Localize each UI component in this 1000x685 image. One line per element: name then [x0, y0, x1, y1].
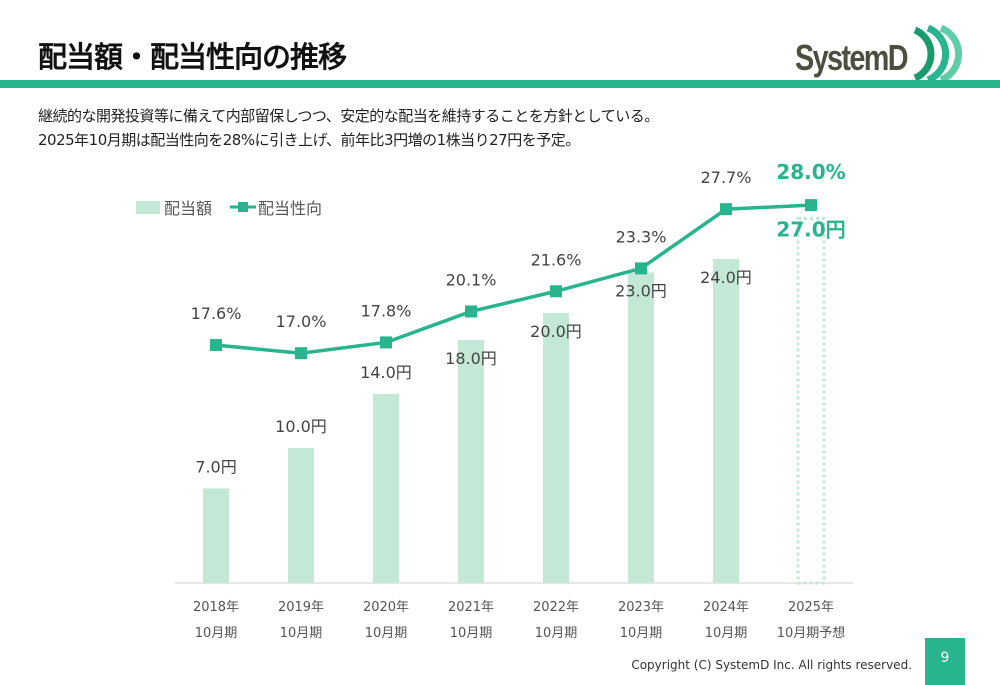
x-tick-label: 10月期	[450, 626, 493, 641]
x-tick-label: 2022年	[533, 600, 579, 615]
bar	[373, 394, 399, 583]
bar	[628, 272, 654, 583]
bar	[288, 448, 314, 583]
x-tick-label: 2023年	[618, 600, 664, 615]
legend-bar-swatch	[136, 201, 160, 214]
line-marker	[465, 305, 477, 318]
line-marker	[805, 199, 817, 212]
x-tick-label: 2019年	[278, 600, 324, 615]
legend-line-marker	[238, 202, 248, 212]
line-label: 17.8%	[361, 301, 412, 320]
bar-label: 23.0円	[615, 282, 667, 301]
x-tick-label: 10月期	[280, 626, 323, 641]
line-label: 17.6%	[191, 304, 242, 323]
bar	[203, 488, 229, 583]
line-label: 17.0%	[276, 312, 327, 331]
copyright: Copyright (C) SystemD Inc. All rights re…	[631, 658, 912, 672]
x-tick-label: 2025年	[788, 600, 834, 615]
bar-forecast	[796, 217, 826, 585]
legend-line-label: 配当性向	[258, 199, 322, 218]
bar	[458, 340, 484, 583]
legend-bar-label: 配当額	[164, 199, 212, 218]
header-divider	[0, 80, 1000, 88]
bar-label: 7.0円	[195, 458, 236, 477]
bar	[543, 313, 569, 583]
bar-label: 18.0円	[445, 349, 497, 368]
line-marker	[550, 285, 562, 298]
description-line: 継続的な開発投資等に備えて内部留保しつつ、安定的な配当を維持することを方針として…	[38, 107, 659, 125]
bar-label: 14.0円	[360, 363, 412, 382]
x-tick-label: 10月期	[705, 626, 748, 641]
x-tick-label: 2020年	[363, 600, 409, 615]
line-label: 28.0%	[776, 160, 845, 184]
bar-label: 24.0円	[700, 268, 752, 287]
x-tick-label: 10月期	[365, 626, 408, 641]
page-number: 9	[925, 638, 965, 685]
bar-label: 20.0円	[530, 322, 582, 341]
svg-text:SystemD: SystemD	[795, 37, 908, 78]
page-title: 配当額・配当性向の推移	[38, 40, 347, 74]
line-marker	[295, 347, 307, 360]
description: 継続的な開発投資等に備えて内部留保しつつ、安定的な配当を維持することを方針として…	[38, 104, 659, 152]
x-tick-label: 2018年	[193, 600, 239, 615]
line-marker	[635, 262, 647, 275]
line-marker	[720, 203, 732, 216]
line-marker	[210, 339, 222, 352]
description-line: 2025年10月期は配当性向を28%に引き上げ、前年比3円増の1株当り27円を予…	[38, 131, 580, 149]
x-tick-label: 10月期	[620, 626, 663, 641]
company-logo: SystemD	[795, 24, 963, 82]
x-tick-label: 10月期	[195, 626, 238, 641]
line-marker	[380, 336, 392, 349]
bar-label: 10.0円	[275, 417, 327, 436]
line-label: 27.7%	[701, 168, 752, 187]
line-label: 20.1%	[446, 270, 497, 289]
x-tick-label: 2021年	[448, 600, 494, 615]
bar-label: 27.0円	[776, 218, 845, 242]
x-tick-label: 2024年	[703, 600, 749, 615]
bar	[713, 259, 739, 583]
line-label: 21.6%	[531, 250, 582, 269]
payout-ratio-line	[215, 203, 812, 355]
x-tick-label: 10月期	[535, 626, 578, 641]
line-label: 23.3%	[616, 227, 667, 246]
x-tick-label: 10月期予想	[777, 625, 846, 641]
